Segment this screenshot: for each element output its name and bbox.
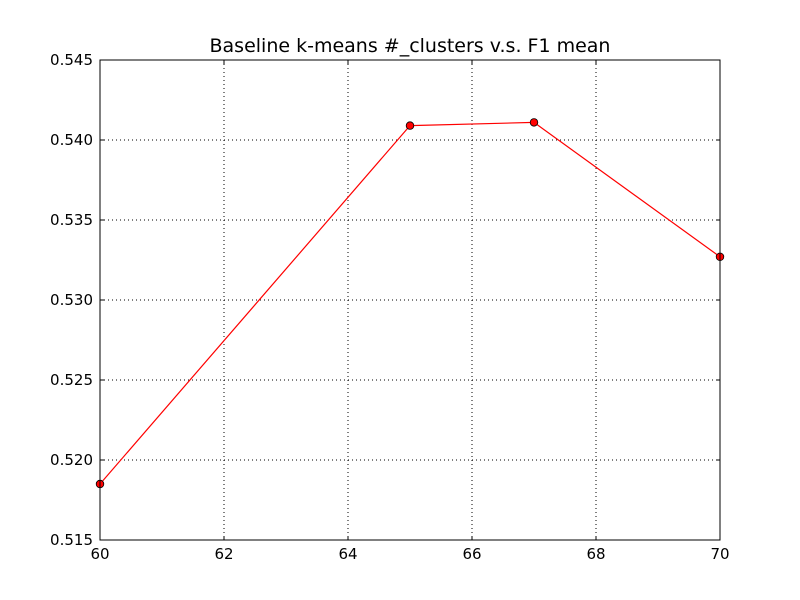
- y-tick-label: 0.515: [50, 531, 93, 549]
- axis-ticks: 60 62 64 66 68 70 0.515 0.520 0.525 0.530 0.535 0.5…: [50, 51, 730, 563]
- y-tick-label: 0.545: [50, 51, 93, 69]
- y-tick-label: 0.520: [50, 451, 93, 469]
- x-tick-label: 62: [214, 545, 233, 563]
- series-line: [99, 121, 721, 485]
- x-tick-label: 68: [586, 545, 605, 563]
- grid-lines: [100, 60, 720, 540]
- y-tick-label: 0.530: [50, 291, 93, 309]
- x-tick-label: 66: [462, 545, 481, 563]
- data-point: [529, 118, 539, 127]
- chart-title: Baseline k-means #_clusters v.s. F1 mean: [210, 35, 611, 57]
- x-tick-label: 70: [710, 545, 729, 563]
- x-tick-label: 64: [338, 545, 357, 563]
- data-point: [405, 121, 415, 130]
- x-tick-label: 60: [90, 545, 109, 563]
- series-layer: [95, 118, 725, 489]
- y-tick-label: 0.535: [50, 211, 93, 229]
- y-tick-label: 0.525: [50, 371, 93, 389]
- y-tick-label: 0.540: [50, 131, 93, 149]
